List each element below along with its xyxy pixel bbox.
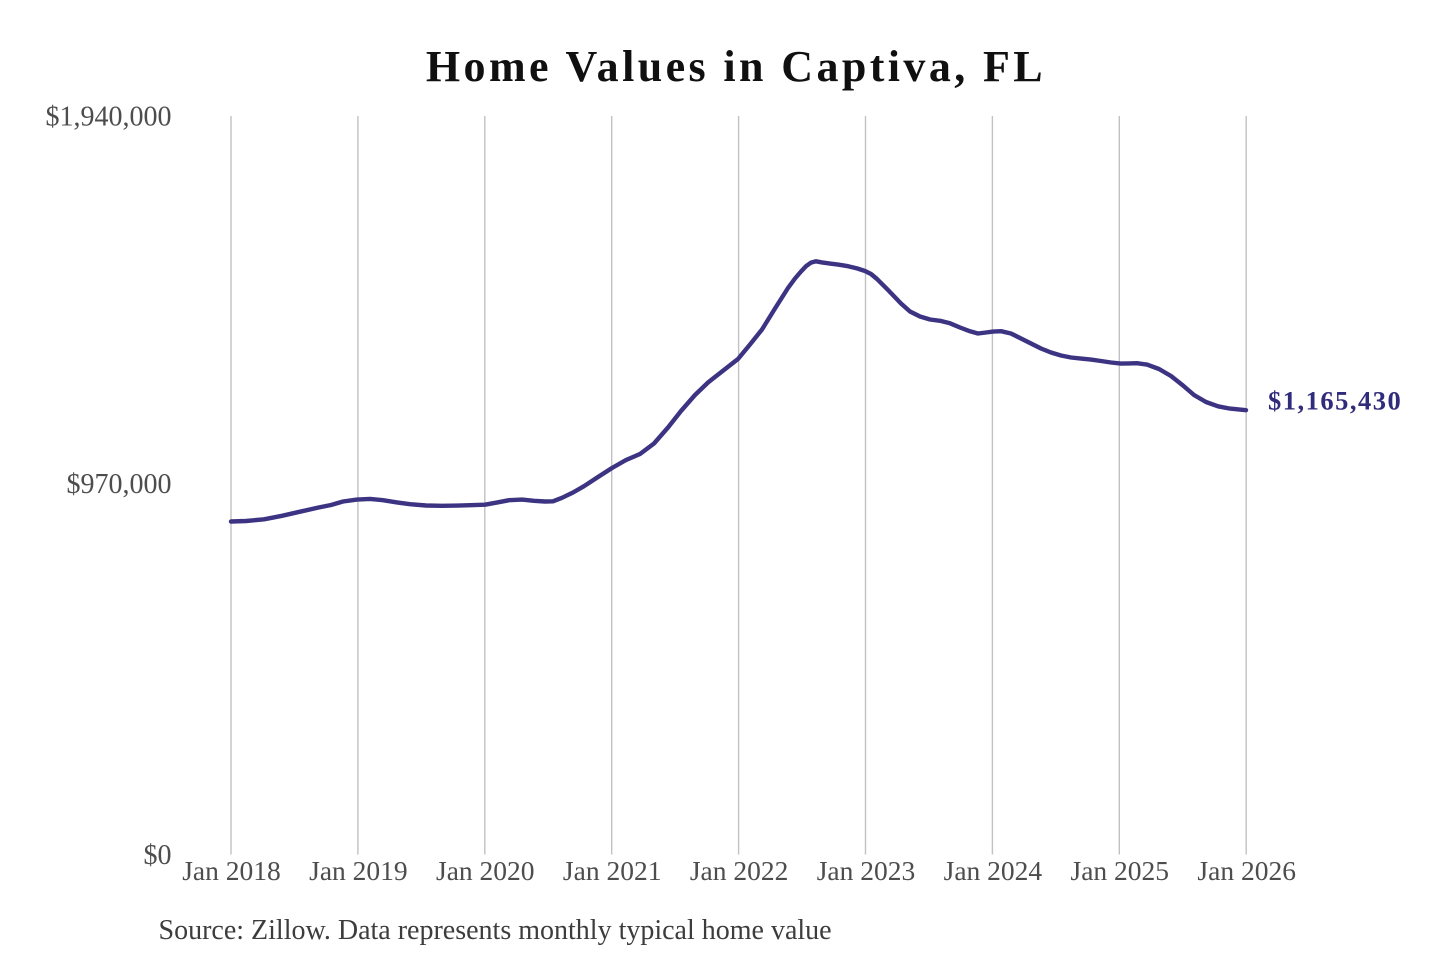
svg-text:Jan 2022: Jan 2022 <box>690 855 789 886</box>
svg-text:$970,000: $970,000 <box>67 469 172 500</box>
svg-text:Jan 2021: Jan 2021 <box>563 855 662 886</box>
svg-text:Jan 2018: Jan 2018 <box>182 855 281 886</box>
svg-text:$0: $0 <box>144 840 172 871</box>
svg-text:Jan 2019: Jan 2019 <box>309 855 408 886</box>
svg-text:Home Values in Captiva, FL: Home Values in Captiva, FL <box>426 42 1046 91</box>
svg-text:Jan 2023: Jan 2023 <box>817 855 916 886</box>
svg-text:$1,165,430: $1,165,430 <box>1268 385 1402 415</box>
svg-text:Jan 2020: Jan 2020 <box>436 855 535 886</box>
svg-text:Jan 2024: Jan 2024 <box>944 855 1043 886</box>
svg-text:$1,940,000: $1,940,000 <box>46 102 172 133</box>
svg-text:Jan 2025: Jan 2025 <box>1071 855 1170 886</box>
svg-text:Jan 2026: Jan 2026 <box>1197 855 1296 886</box>
svg-text:Source: Zillow. Data represent: Source: Zillow. Data represents monthly … <box>159 915 832 946</box>
